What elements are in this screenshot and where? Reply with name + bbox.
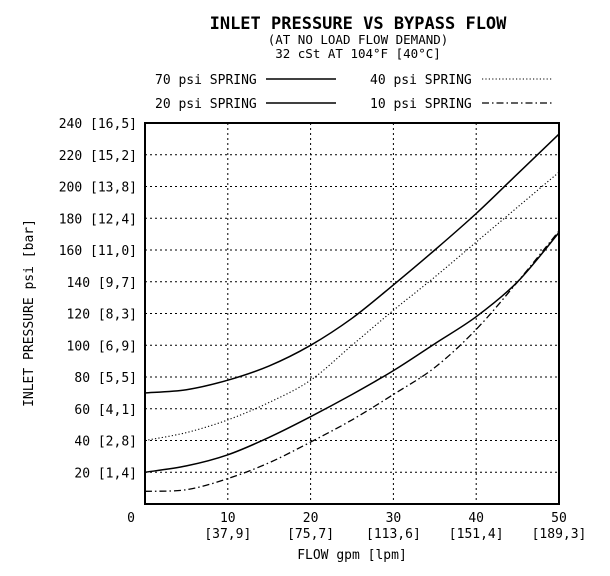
y-tick-label: 100 [6,9] <box>67 339 137 354</box>
x-tick-sublabel: [189,3] <box>532 527 587 542</box>
y-axis-label: INLET PRESSURE psi [bar] <box>22 219 37 407</box>
x-tick-label: 40 <box>468 511 484 526</box>
y-tick-label: 80 [5,5] <box>74 371 137 386</box>
series-lines <box>144 133 560 492</box>
y-tick-label: 220 [15,2] <box>59 149 137 164</box>
grid <box>145 123 559 504</box>
x-tick-sublabel: [75,7] <box>287 527 334 542</box>
y-tick-label: 20 [1,4] <box>74 466 137 481</box>
chart-subtitle-line-2: 32 cSt AT 104°F [40°C] <box>275 46 441 61</box>
x-tick-sublabel: [37,9] <box>204 527 251 542</box>
plot-frame <box>144 122 560 505</box>
series-line-10-psi-spring <box>144 230 560 492</box>
series-line-20-psi-spring <box>144 232 560 474</box>
series-line-40-psi-spring <box>144 171 560 442</box>
y-tick-label: 120 [8,3] <box>67 308 137 323</box>
x-tick-label: 0 <box>127 511 135 526</box>
x-tick-label: 10 <box>220 511 236 526</box>
y-tick-label: 140 [9,7] <box>67 276 137 291</box>
y-tick-label: 60 [4,1] <box>74 403 137 418</box>
legend-label: 10 psi SPRING <box>370 97 472 112</box>
x-tick-sublabel: [151,4] <box>449 527 504 542</box>
y-tick-label: 200 [13,8] <box>59 181 137 196</box>
legend: 70 psi SPRING 40 psi SPRING 20 psi SPRING 1… <box>155 73 552 112</box>
x-tick-label: 30 <box>386 511 402 526</box>
y-tick-label: 40 [2,8] <box>74 435 137 450</box>
tick-labels: 20 [1,4] 40 [2,8] 60 [4,1] 80 [5,5] 100 [6,9… <box>59 117 587 542</box>
legend-label: 20 psi SPRING <box>155 97 257 112</box>
series-line-70-psi-spring <box>144 133 560 394</box>
chart-title: INLET PRESSURE VS BYPASS FLOW <box>210 14 508 34</box>
legend-label: 40 psi SPRING <box>370 73 472 88</box>
x-axis-label: FLOW gpm [lpm] <box>297 548 407 563</box>
x-tick-label: 20 <box>303 511 319 526</box>
chart-subtitle-line-1: (AT NO LOAD FLOW DEMAND) <box>268 32 449 47</box>
x-tick-sublabel: [113,6] <box>366 527 421 542</box>
x-tick-label: 50 <box>551 511 567 526</box>
y-tick-label: 240 [16,5] <box>59 117 137 132</box>
y-tick-label: 180 [12,4] <box>59 212 137 227</box>
legend-label: 70 psi SPRING <box>155 73 257 88</box>
y-tick-label: 160 [11,0] <box>59 244 137 259</box>
